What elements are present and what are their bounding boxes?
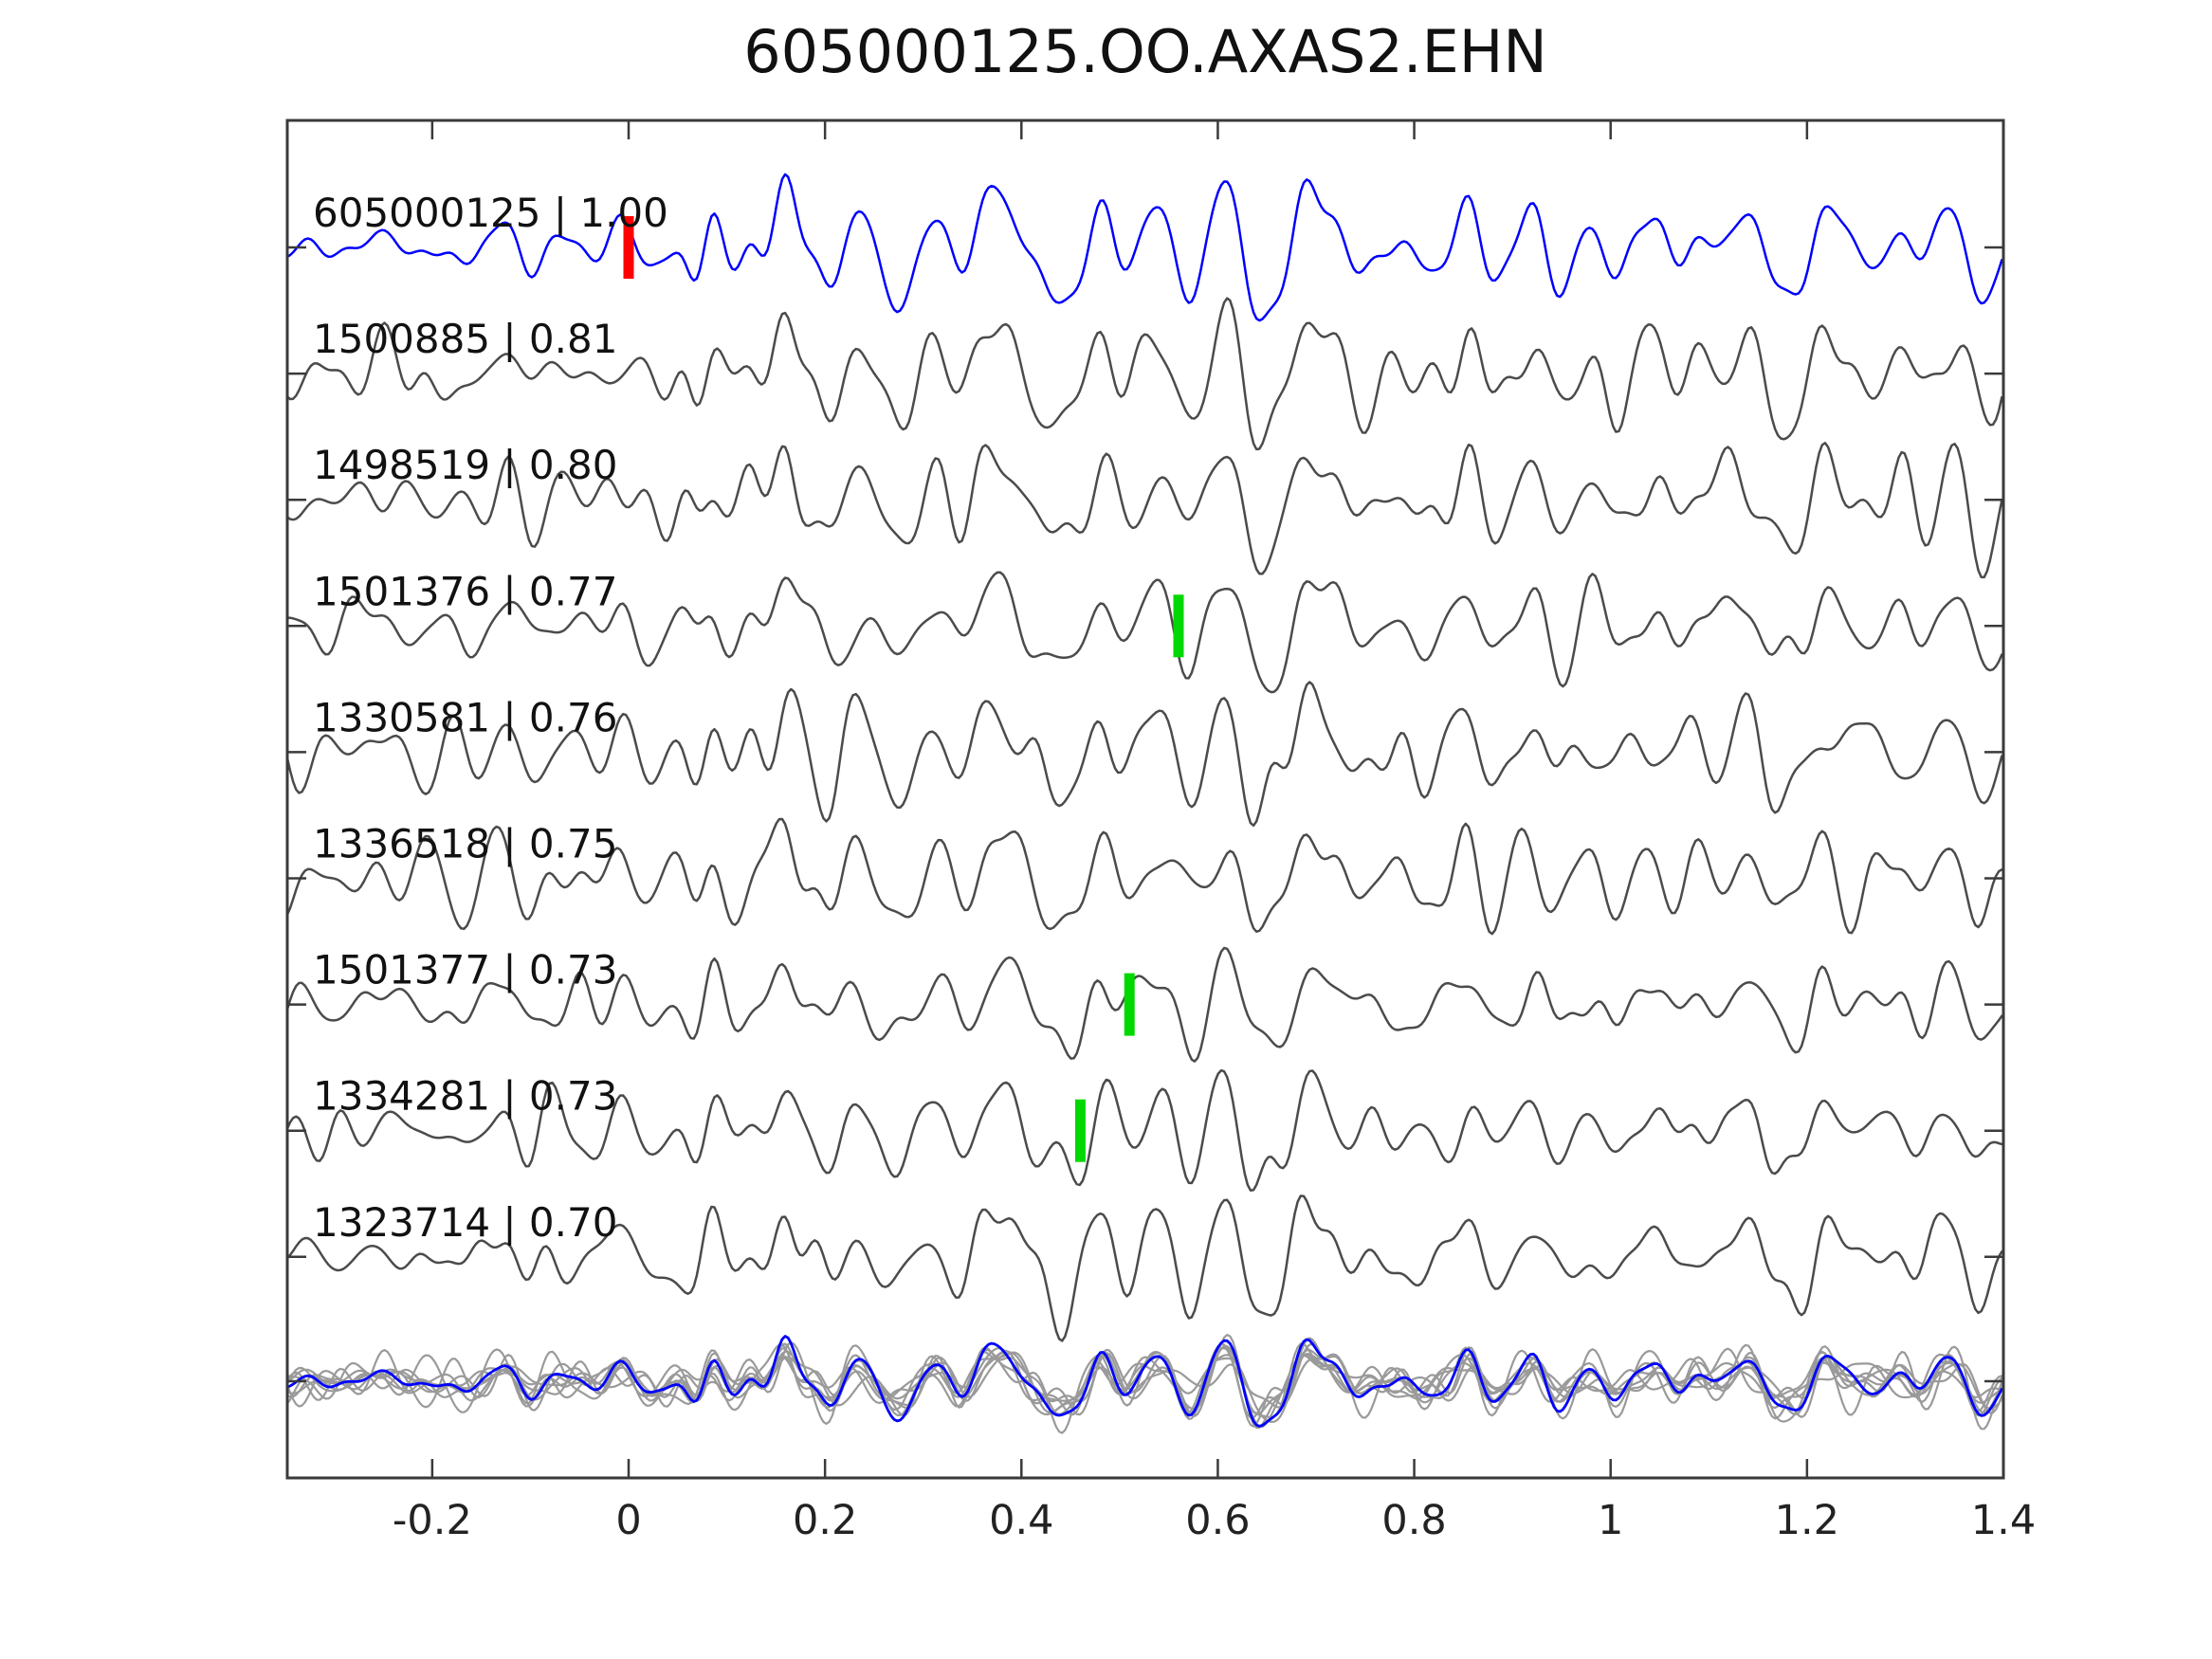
- x-tick-label-1.4: 1.4: [1971, 1497, 2036, 1544]
- x-tick-label-0.4: 0.4: [989, 1497, 1053, 1544]
- trace-label-1501377: 1501377 | 0.73: [313, 947, 617, 994]
- overlay-row: [287, 1334, 2003, 1434]
- trace-label-1336518: 1336518 | 0.75: [313, 821, 617, 867]
- y-ticks: [287, 246, 2003, 1383]
- waveform-trace-1334281: [287, 1068, 2003, 1192]
- x-tick-label-0.2: 0.2: [793, 1497, 857, 1544]
- waveform-trace-1501377: [287, 946, 2003, 1063]
- x-tick-label-0.8: 0.8: [1381, 1497, 1446, 1544]
- x-ticks: [430, 120, 2005, 1478]
- stacked-traces: [287, 173, 2003, 1342]
- overlay-trace-1498519: [287, 1345, 2003, 1431]
- trace-label-1498519: 1498519 | 0.80: [313, 442, 617, 488]
- pick-marker-green-1501376: [1173, 594, 1184, 658]
- x-tick-label--0.2: -0.2: [393, 1497, 472, 1544]
- figure-title: 605000125.OO.AXAS2.EHN: [743, 17, 1547, 86]
- trace-label-1500885: 1500885 | 0.81: [313, 316, 617, 362]
- overlay-trace-605000125: [287, 1335, 2003, 1428]
- waveform-trace-1501376: [287, 571, 2003, 694]
- plot-border: [285, 118, 2005, 1480]
- trace-label-1334281: 1334281 | 0.73: [313, 1073, 617, 1120]
- pick-marker-red-605000125: [623, 216, 634, 279]
- x-tick-label-0: 0: [615, 1497, 641, 1544]
- waveform-trace-1500885: [287, 297, 2003, 451]
- overlay-trace-1334281: [287, 1342, 2003, 1419]
- x-tick-label-1: 1: [1598, 1497, 1623, 1544]
- trace-label-605000125: 605000125 | 1.00: [313, 190, 668, 236]
- waveform-trace-1323714: [287, 1194, 2003, 1342]
- x-tick-label-1.2: 1.2: [1775, 1497, 1839, 1544]
- trace-label-1330581: 1330581 | 0.76: [313, 694, 617, 740]
- pick-marker-green-1501377: [1124, 973, 1135, 1036]
- pick-marker-green-1334281: [1074, 1099, 1086, 1162]
- waveform-trace-1330581: [287, 681, 2003, 828]
- waveform-trace-605000125: [287, 173, 2003, 322]
- x-tick-label-0.6: 0.6: [1185, 1497, 1250, 1544]
- trace-label-1323714: 1323714 | 0.70: [313, 1199, 617, 1246]
- waveform-trace-1498519: [287, 442, 2003, 579]
- waveform-trace-1336518: [287, 817, 2003, 936]
- trace-label-1501376: 1501376 | 0.77: [313, 568, 617, 614]
